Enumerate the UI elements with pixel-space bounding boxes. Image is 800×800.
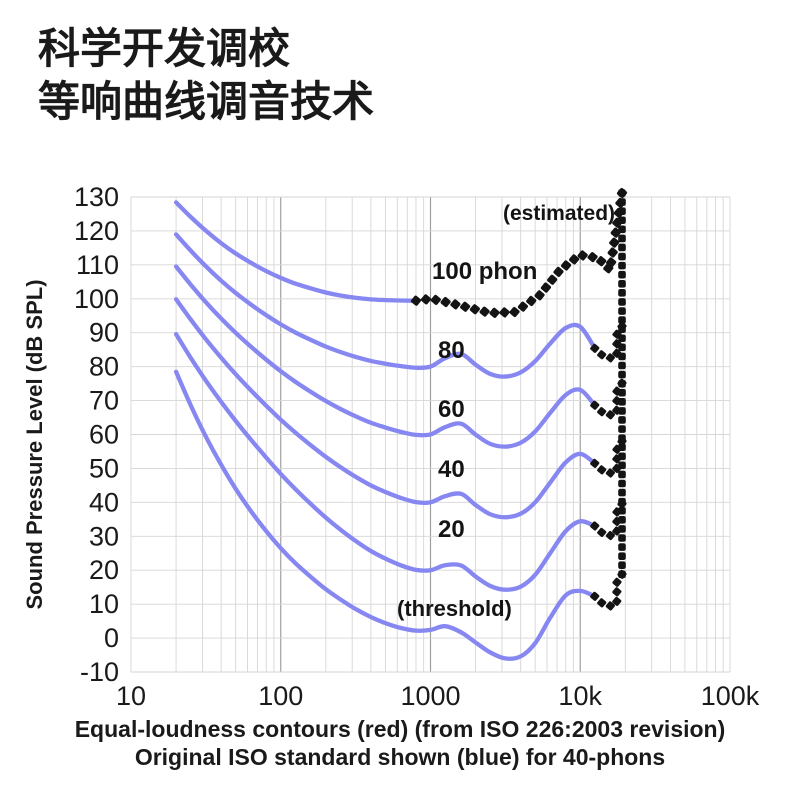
svg-text:90: 90 — [89, 318, 119, 348]
svg-text:120: 120 — [74, 216, 119, 246]
svg-text:30: 30 — [89, 521, 119, 551]
svg-text:100: 100 — [74, 284, 119, 314]
svg-text:100k: 100k — [701, 681, 760, 711]
svg-text:20: 20 — [438, 516, 465, 543]
svg-text:Equal-loudness contours (red): Equal-loudness contours (red) (from ISO … — [75, 716, 726, 742]
svg-text:0: 0 — [104, 623, 119, 653]
svg-text:110: 110 — [76, 250, 119, 280]
svg-text:80: 80 — [89, 352, 119, 382]
svg-text:(estimated): (estimated) — [503, 202, 615, 225]
svg-text:-10: -10 — [80, 657, 119, 687]
svg-text:10: 10 — [89, 589, 119, 619]
svg-text:130: 130 — [74, 182, 119, 212]
svg-text:80: 80 — [438, 337, 465, 364]
svg-text:50: 50 — [89, 453, 119, 483]
svg-text:60: 60 — [89, 420, 119, 450]
svg-text:40: 40 — [89, 487, 119, 517]
svg-text:10k: 10k — [558, 681, 602, 711]
svg-text:10: 10 — [116, 681, 146, 711]
svg-text:Original ISO standard shown (b: Original ISO standard shown (blue) for 4… — [135, 744, 665, 770]
svg-text:Sound Pressure Level (dB SPL): Sound Pressure Level (dB SPL) — [22, 279, 47, 609]
svg-text:(threshold): (threshold) — [397, 596, 512, 621]
svg-text:1000: 1000 — [400, 681, 460, 711]
svg-text:70: 70 — [89, 386, 119, 416]
svg-text:100 phon: 100 phon — [432, 258, 537, 285]
svg-text:20: 20 — [89, 555, 119, 585]
svg-text:40: 40 — [438, 456, 465, 483]
svg-text:100: 100 — [258, 681, 303, 711]
svg-text:60: 60 — [438, 396, 465, 423]
